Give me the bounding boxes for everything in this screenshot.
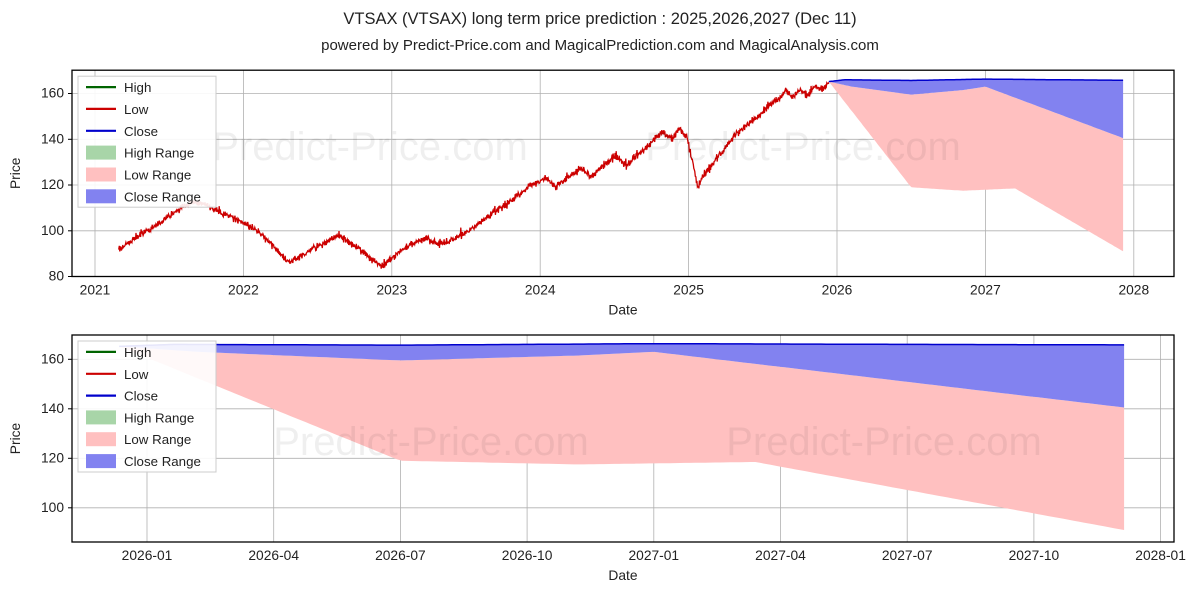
svg-text:2028-01: 2028-01 (1135, 548, 1186, 563)
svg-text:Price: Price (8, 157, 23, 189)
svg-text:2026-01: 2026-01 (122, 548, 173, 563)
svg-text:2027: 2027 (970, 283, 1001, 298)
svg-text:140: 140 (41, 131, 64, 146)
svg-text:100: 100 (41, 223, 64, 238)
svg-text:100: 100 (41, 500, 64, 515)
svg-text:Close: Close (124, 389, 158, 404)
svg-text:High Range: High Range (124, 410, 194, 425)
svg-text:Predict-Price.com: Predict-Price.com (726, 420, 1042, 464)
svg-text:Close Range: Close Range (124, 454, 201, 469)
svg-text:Close Range: Close Range (124, 189, 201, 204)
svg-text:2027-07: 2027-07 (882, 548, 933, 563)
svg-text:2026: 2026 (822, 283, 853, 298)
svg-text:2027-10: 2027-10 (1009, 548, 1060, 563)
svg-text:2026-07: 2026-07 (375, 548, 426, 563)
svg-text:Predict-Price.com: Predict-Price.com (273, 420, 589, 464)
svg-text:Low: Low (124, 102, 149, 117)
svg-text:Date: Date (608, 568, 637, 583)
svg-text:Close: Close (124, 124, 158, 139)
svg-text:2023: 2023 (376, 283, 407, 298)
svg-text:80: 80 (49, 269, 65, 284)
svg-text:Low Range: Low Range (124, 432, 191, 447)
svg-text:2027-01: 2027-01 (628, 548, 679, 563)
svg-text:2024: 2024 (525, 283, 556, 298)
svg-text:2026-10: 2026-10 (502, 548, 553, 563)
svg-text:120: 120 (41, 450, 64, 465)
svg-text:2025: 2025 (673, 283, 704, 298)
svg-text:160: 160 (41, 351, 64, 366)
svg-text:2028: 2028 (1118, 283, 1149, 298)
svg-text:Low Range: Low Range (124, 168, 191, 183)
svg-text:2027-04: 2027-04 (755, 548, 806, 563)
svg-text:120: 120 (41, 177, 64, 192)
svg-text:Predict-Price.com: Predict-Price.com (645, 125, 961, 169)
svg-text:High Range: High Range (124, 146, 194, 161)
svg-text:High: High (124, 345, 151, 360)
svg-text:2021: 2021 (80, 283, 111, 298)
svg-text:160: 160 (41, 86, 64, 101)
svg-text:2022: 2022 (228, 283, 259, 298)
svg-text:140: 140 (41, 401, 64, 416)
svg-text:High: High (124, 80, 151, 95)
svg-text:Price: Price (8, 422, 23, 454)
svg-text:Low: Low (124, 367, 149, 382)
svg-text:Predict-Price.com: Predict-Price.com (212, 125, 528, 169)
svg-text:2026-04: 2026-04 (248, 548, 299, 563)
